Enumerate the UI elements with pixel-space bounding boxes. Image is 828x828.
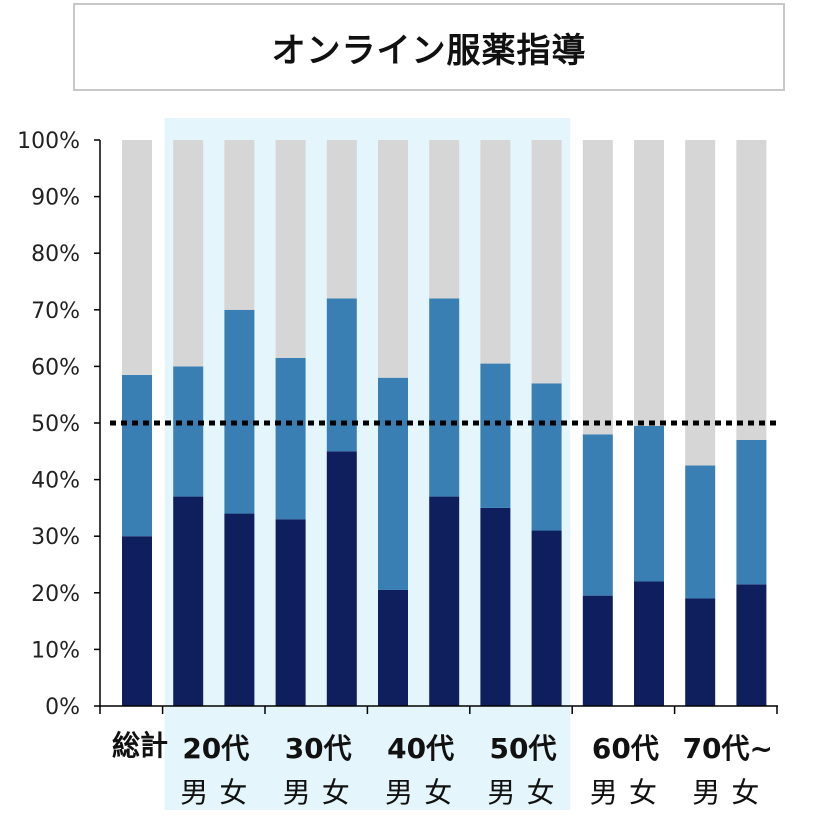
x-group-label: 70代~ (683, 732, 773, 765)
bar-segment (173, 366, 204, 497)
bar-segment (326, 298, 357, 452)
bar-segment (736, 584, 767, 706)
bar-segment (480, 140, 511, 364)
bar-segment (224, 309, 255, 514)
bar-segment (275, 140, 306, 358)
bar-segment (429, 298, 460, 497)
x-group-label: 60代 (592, 732, 659, 765)
y-tick-label: 100% (17, 129, 80, 154)
x-group-label: 40代 (387, 732, 454, 765)
bar-segment (378, 589, 408, 706)
x-group-label: 50代 (490, 732, 557, 765)
bar-segment (173, 496, 204, 706)
bar-segment (582, 434, 613, 596)
bar-segment (582, 595, 613, 706)
y-tick-label: 80% (31, 242, 80, 267)
bar-segment (224, 140, 255, 310)
x-sex-label: 女 (424, 776, 452, 809)
x-category-label: 総計 (112, 729, 168, 762)
bar-segment (224, 513, 255, 706)
bar-segment (429, 496, 460, 706)
bar-segment (275, 519, 306, 706)
chart-title-box: オンライン服薬指導 (73, 3, 785, 91)
bar-segment (326, 140, 357, 299)
x-group-label: 20代 (182, 732, 249, 765)
y-tick-label: 30% (31, 525, 80, 550)
bar-segment (480, 507, 511, 706)
bar-segment (531, 140, 562, 384)
bar-segment (531, 383, 562, 531)
y-tick-label: 70% (31, 299, 80, 324)
bar-segment (326, 451, 357, 706)
bar-segment (122, 536, 152, 706)
bar-segment (685, 140, 716, 466)
x-sex-label: 男 (590, 776, 618, 809)
x-group-label: 30代 (285, 732, 352, 765)
x-sex-label: 男 (487, 776, 515, 809)
bar-segment (685, 465, 716, 599)
y-tick-label: 90% (31, 186, 80, 211)
y-tick-label: 60% (31, 355, 80, 380)
bar-segment (480, 363, 511, 508)
bar-segment (429, 140, 460, 299)
x-sex-label: 男 (692, 776, 720, 809)
bar-segment (122, 374, 152, 537)
x-sex-label: 女 (731, 776, 759, 809)
chart-title: オンライン服薬指導 (271, 30, 587, 71)
bar-segment (685, 598, 716, 706)
y-tick-label: 0% (45, 695, 80, 720)
x-sex-label: 男 (283, 776, 311, 809)
y-tick-label: 10% (31, 638, 80, 663)
bar-segment (634, 581, 664, 706)
x-sex-label: 男 (385, 776, 413, 809)
y-tick-label: 50% (31, 412, 80, 437)
bar-segment (173, 140, 204, 367)
bar-segment (378, 140, 408, 378)
bar-segment (634, 140, 664, 426)
y-tick-label: 40% (31, 469, 80, 494)
bar-segment (531, 530, 562, 706)
bar-segment (736, 439, 767, 585)
x-sex-label: 女 (322, 776, 350, 809)
bar-segment (582, 140, 613, 435)
bar-segment (736, 140, 767, 440)
x-sex-label: 女 (629, 776, 657, 809)
x-sex-label: 男 (180, 776, 208, 809)
bar-segment (378, 377, 408, 590)
y-tick-label: 20% (31, 582, 80, 607)
x-sex-label: 女 (219, 776, 247, 809)
x-sex-label: 女 (527, 776, 555, 809)
bar-segment (122, 140, 152, 375)
bar-segment (634, 425, 664, 582)
bar-segment (275, 357, 306, 520)
